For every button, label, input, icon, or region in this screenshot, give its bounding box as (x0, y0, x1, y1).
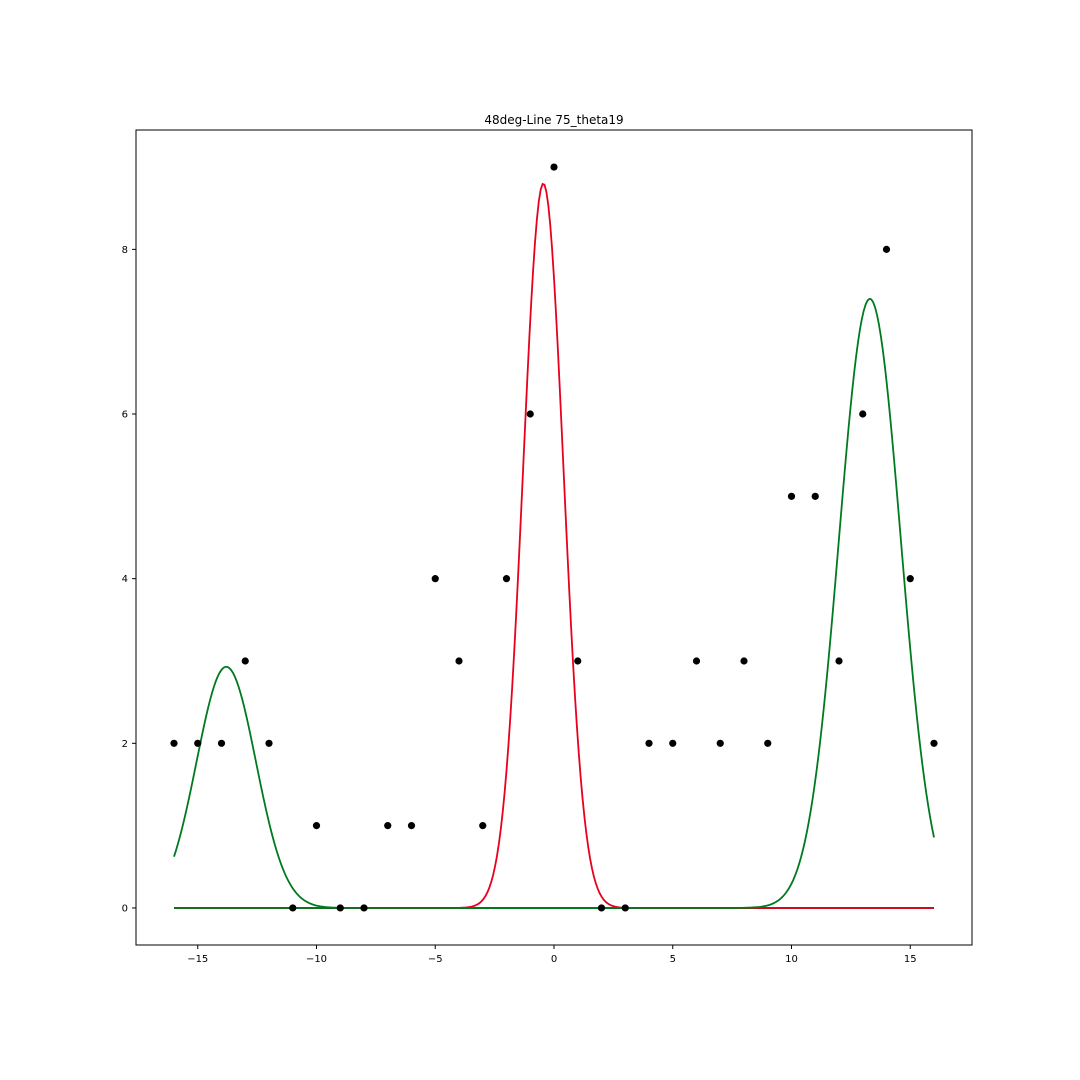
data-point (312, 822, 321, 830)
data-point (645, 739, 653, 747)
data-point (930, 739, 938, 747)
data-point (265, 739, 273, 747)
data-point (669, 739, 677, 747)
data-points (170, 163, 938, 912)
data-point (194, 739, 202, 747)
data-point (906, 575, 914, 583)
y-tick-label: 8 (122, 245, 128, 256)
data-point (692, 657, 701, 665)
data-point (882, 245, 891, 253)
gaussian-fit-curve (174, 297, 935, 909)
data-point (289, 904, 297, 912)
data-point (241, 657, 249, 665)
x-tick-label: 5 (670, 954, 676, 965)
x-axis: −15 −10 −5 0 5 10 15 (187, 945, 917, 965)
data-point (479, 822, 487, 830)
data-point (574, 657, 582, 665)
data-point (170, 739, 178, 747)
gaussian-fit-curve (173, 665, 934, 909)
x-tick-label: 10 (785, 954, 798, 965)
data-point (550, 163, 558, 171)
data-point (764, 739, 772, 747)
data-point (716, 739, 724, 747)
data-point (502, 575, 511, 583)
data-point (859, 410, 867, 418)
data-point (597, 904, 606, 912)
data-point (787, 492, 796, 500)
x-tick-label: −15 (187, 954, 208, 965)
data-point (835, 657, 843, 665)
gaussian-fit-curve (174, 182, 934, 909)
y-tick-label: 4 (122, 574, 128, 585)
data-point (740, 657, 748, 665)
y-axis: 0 2 4 6 8 (122, 245, 136, 914)
y-tick-label: 0 (122, 903, 128, 914)
chart-title: 48deg-Line 75_theta19 (484, 113, 623, 127)
data-point (336, 904, 344, 912)
y-tick-label: 6 (122, 410, 128, 421)
data-point (811, 492, 819, 500)
data-point (621, 904, 629, 912)
fit-curves (173, 182, 935, 909)
data-point (431, 575, 439, 583)
data-point (360, 904, 368, 912)
data-point (455, 657, 463, 665)
data-point (217, 739, 226, 747)
x-tick-label: −5 (428, 954, 443, 965)
data-point (407, 822, 416, 830)
x-tick-label: 0 (551, 954, 557, 965)
plot-area-frame (135, 129, 973, 946)
x-tick-label: 15 (904, 954, 917, 965)
x-tick-label: −10 (306, 954, 327, 965)
data-point (384, 822, 392, 830)
data-point (526, 410, 534, 418)
y-tick-label: 2 (122, 739, 128, 750)
